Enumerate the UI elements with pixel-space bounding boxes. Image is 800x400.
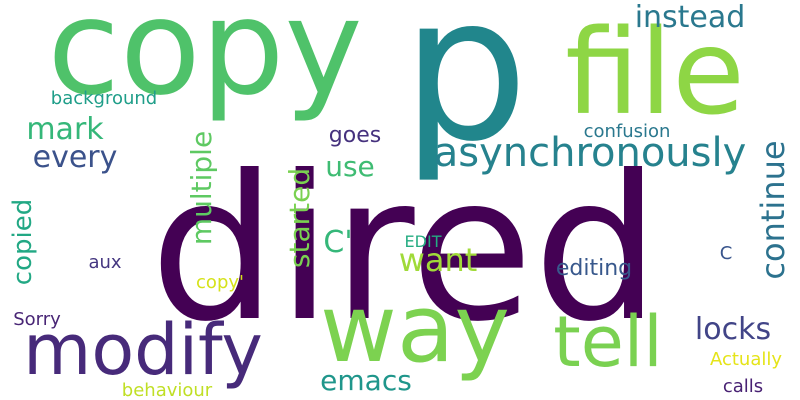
word-aux: aux — [88, 252, 122, 273]
word-p: p — [401, 0, 529, 186]
word-want: want — [398, 241, 478, 279]
word-every: every — [32, 140, 118, 175]
word-emacs: emacs — [320, 364, 412, 397]
word-continue: continue — [754, 140, 792, 280]
word-goes: goes — [328, 123, 382, 148]
word-modify: modify — [23, 309, 263, 391]
word-confusion: confusion — [583, 121, 671, 142]
word-mark: mark — [26, 112, 104, 147]
word-use: use — [325, 150, 375, 183]
word-copy: copy — [47, 0, 363, 125]
word-c-quote: C' — [323, 225, 353, 260]
word-file: file — [565, 3, 745, 141]
word-sorry: Sorry — [13, 309, 61, 330]
word-multiple: multiple — [185, 130, 218, 246]
word-calls: calls — [722, 376, 764, 397]
word-actually: Actually — [709, 349, 783, 370]
word-asynchronously: asynchronously — [433, 130, 747, 176]
word-c: C — [719, 243, 733, 264]
word-editing: editing — [555, 256, 633, 281]
word-copy-quote: copy' — [196, 272, 244, 293]
word-locks: locks — [694, 312, 772, 347]
word-behaviour: behaviour — [121, 380, 213, 400]
word-tell: tell — [553, 301, 663, 383]
word-dired: dired — [149, 133, 661, 366]
word-started: started — [283, 167, 316, 269]
word-edit: EDIT — [404, 232, 442, 251]
word-copied: copied — [8, 198, 38, 286]
word-background: background — [50, 88, 158, 109]
word-instead: instead — [634, 0, 746, 35]
word-way: way — [319, 275, 511, 384]
